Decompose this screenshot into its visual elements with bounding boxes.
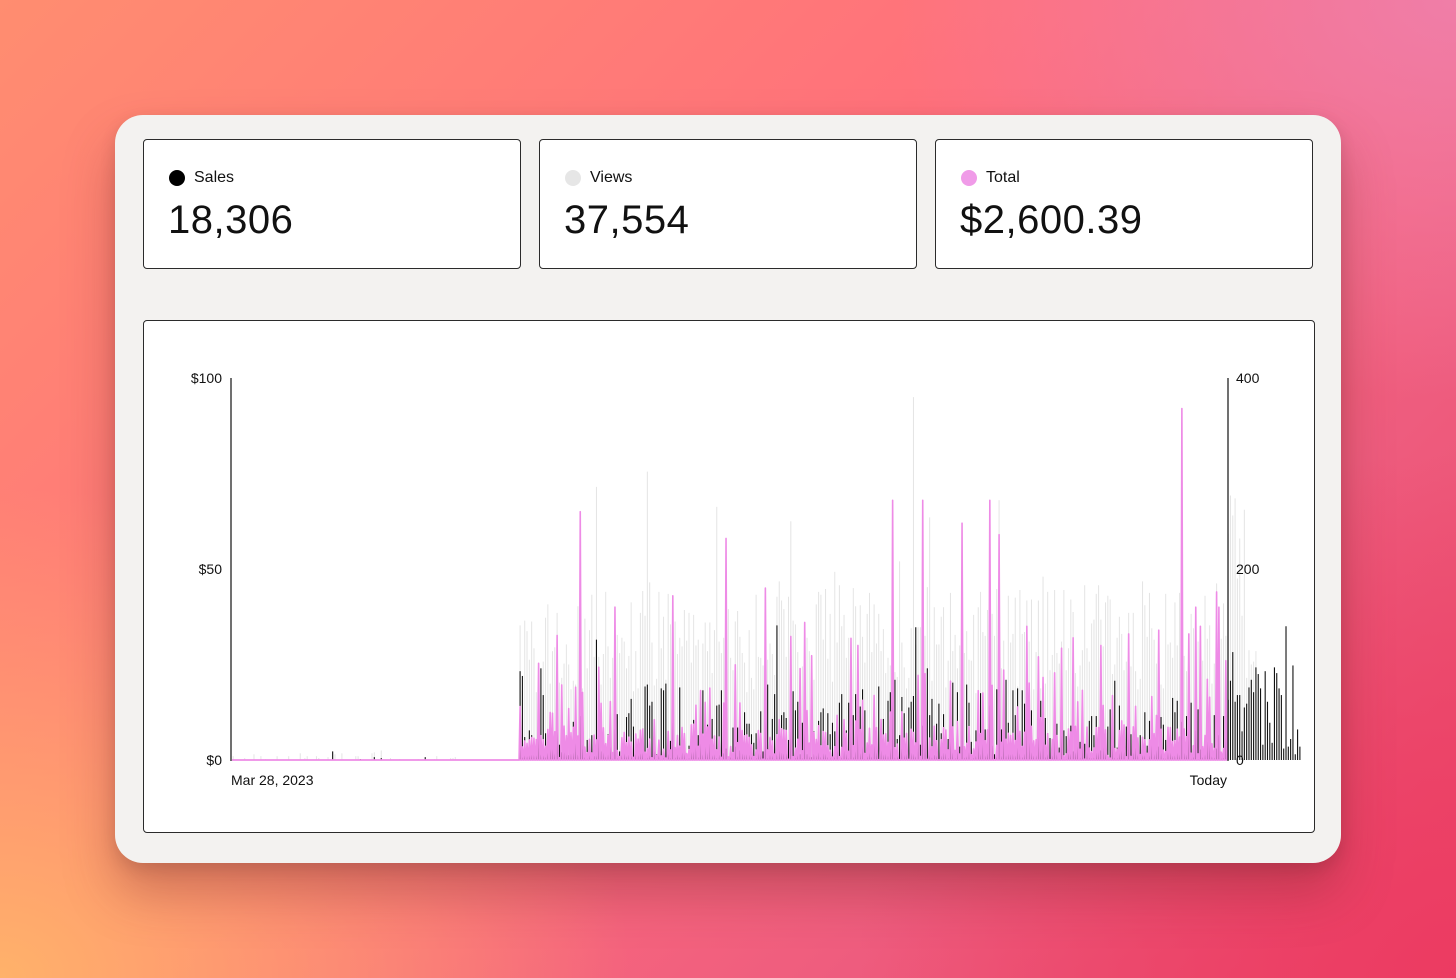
y-left-tick-min: $0: [206, 752, 222, 768]
views-legend-dot: [565, 170, 581, 186]
sales-value: 18,306: [168, 198, 294, 242]
views-label: Views: [590, 169, 633, 186]
total-stat-card: Total $2,600.39: [935, 139, 1313, 269]
y-right-tick-mid: 200: [1236, 561, 1260, 577]
chart-card: $100 $50 $0 400 200 0 Mar 28, 2023 Today: [143, 320, 1315, 833]
y-right-tick-max: 400: [1236, 370, 1260, 386]
y-left-tick-mid: $50: [199, 561, 223, 577]
total-legend-dot: [961, 170, 977, 186]
x-start-label: Mar 28, 2023: [231, 772, 314, 788]
total-series: [231, 407, 1228, 761]
views-stat-card: Views 37,554: [539, 139, 917, 269]
y-right-tick-min: 0: [1236, 752, 1244, 768]
total-label: Total: [986, 169, 1020, 186]
sales-legend-dot: [169, 170, 185, 186]
y-left-tick-max: $100: [191, 370, 222, 386]
views-value: 37,554: [564, 198, 690, 242]
sales-chart[interactable]: $100 $50 $0 400 200 0 Mar 28, 2023 Today: [144, 321, 1314, 832]
total-line: [231, 407, 1228, 761]
x-end-label: Today: [1190, 772, 1227, 788]
sales-stat-card: Sales 18,306: [143, 139, 521, 269]
total-value: $2,600.39: [960, 198, 1143, 242]
sales-label: Sales: [194, 169, 235, 186]
dashboard-window: Sales 18,306 Views 37,554 Total $2,600.3…: [115, 115, 1341, 863]
